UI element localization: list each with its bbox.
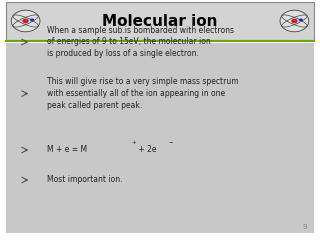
Text: This will give rise to a very simple mass spectrum
with essentially all of the i: This will give rise to a very simple mas… bbox=[47, 77, 239, 110]
Circle shape bbox=[11, 10, 40, 32]
Text: +: + bbox=[132, 140, 136, 145]
Circle shape bbox=[22, 19, 29, 23]
Text: −: − bbox=[168, 140, 173, 145]
Text: Most important ion.: Most important ion. bbox=[47, 175, 123, 185]
Text: Molecular ion: Molecular ion bbox=[102, 13, 218, 29]
Circle shape bbox=[291, 19, 298, 23]
Text: 9: 9 bbox=[303, 224, 307, 230]
Circle shape bbox=[280, 10, 309, 32]
Circle shape bbox=[30, 18, 34, 21]
FancyBboxPatch shape bbox=[6, 2, 314, 40]
Circle shape bbox=[299, 18, 303, 21]
Text: + 2e: + 2e bbox=[136, 145, 157, 155]
Text: M + e = M: M + e = M bbox=[47, 145, 87, 155]
FancyBboxPatch shape bbox=[6, 43, 314, 233]
Text: When a sample sub.is bombarded with electrons
of energies of 9 to 15eV, the mole: When a sample sub.is bombarded with elec… bbox=[47, 26, 234, 58]
